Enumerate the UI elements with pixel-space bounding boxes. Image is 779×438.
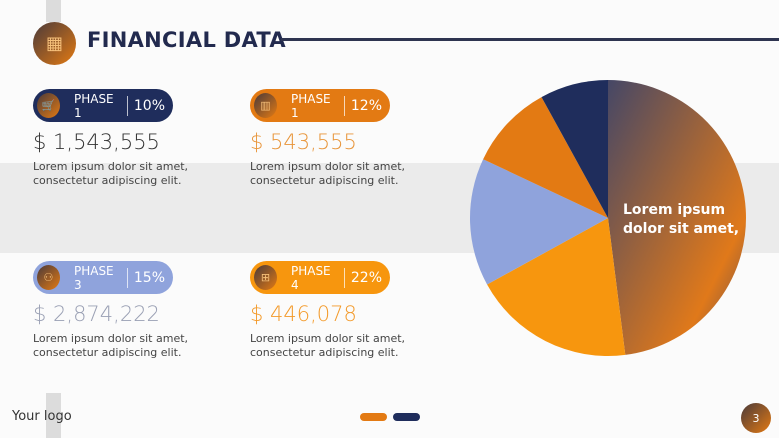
phase-percent: 15% [133,269,165,286]
pie-slice [470,159,608,285]
phase-card: ⊞ PHASE 4 22% $ 446,078 Lorem ipsum dolo… [250,261,450,360]
phase-card: ⚇ PHASE 3 15% $ 2,874,222 Lorem ipsum do… [33,261,233,360]
description-line: Lorem ipsum dolor sit amet, [250,332,406,345]
phase-label: PHASE 4 [290,263,331,292]
amount: $ 2,874,222 [33,302,160,326]
chart-icon: ⚇ [37,265,60,290]
decor-bar [46,0,61,22]
page-title: FINANCIAL DATA [87,28,286,52]
phase-card: ▥ PHASE 1 12% $ 543,555 Lorem ipsum dolo… [250,89,450,188]
pie-slice [483,97,608,218]
amount: $ 446,078 [250,302,357,326]
pie-slice [487,218,626,356]
divider [343,95,345,116]
phase-percent: 22% [350,269,382,286]
phase-label: PHASE 3 [73,263,114,292]
description-line: consectetur adipiscing elit. [33,346,182,359]
phase-label: PHASE 1 [73,91,114,120]
phase-percent: 12% [350,97,382,114]
description-line: Lorem ipsum dolor sit amet, [250,160,406,173]
description: Lorem ipsum dolor sit amet, consectetur a… [33,332,233,360]
pie-slice [608,80,747,355]
description-line: consectetur adipiscing elit. [250,346,399,359]
amount: $ 1,543,555 [33,130,160,154]
description-line: consectetur adipiscing elit. [250,174,399,187]
boxes-icon: ⊞ [254,265,277,290]
phase-pill: 🛒 PHASE 1 10% [33,89,173,122]
description-line: Lorem ipsum dolor sit amet, [33,332,189,345]
pie-slice [541,80,608,218]
nav-dot[interactable] [360,413,387,421]
description: Lorem ipsum dolor sit amet, consectetur a… [250,160,450,188]
description: Lorem ipsum dolor sit amet, consectetur a… [33,160,233,188]
divider [343,267,345,288]
phase-pill: ⚇ PHASE 3 15% [33,261,173,294]
page-number: 3 [741,403,771,433]
decor-bar [46,393,61,438]
phase-pill: ▥ PHASE 1 12% [250,89,390,122]
phase-label: PHASE 1 [290,91,331,120]
phase-card: 🛒 PHASE 1 10% $ 1,543,555 Lorem ipsum do… [33,89,233,188]
description-line: consectetur adipiscing elit. [33,174,182,187]
title-rule [281,38,779,41]
phase-percent: 10% [133,97,165,114]
description-line: Lorem ipsum dolor sit amet, [33,160,189,173]
calculator-icon: ▦ [33,22,76,65]
phase-pill: ⊞ PHASE 4 22% [250,261,390,294]
nav-dot[interactable] [393,413,420,421]
cart-icon: 🛒 [37,93,60,118]
description: Lorem ipsum dolor sit amet, consectetur a… [250,332,450,360]
logo-text: Your logo [12,409,72,424]
divider [126,267,128,288]
pie-label: Lorem ipsum dolor sit amet, [623,202,740,237]
divider [126,95,128,116]
briefcase-icon: ▥ [254,93,277,118]
amount: $ 543,555 [250,130,357,154]
